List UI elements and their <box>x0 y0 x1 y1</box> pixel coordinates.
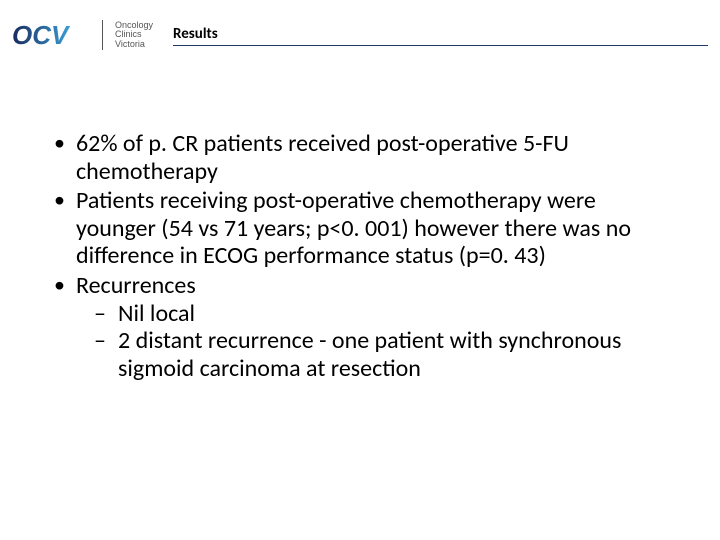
title-underline <box>173 45 708 46</box>
logo-divider <box>102 20 103 50</box>
slide-header: OCV Oncology Clinics Victoria Results <box>12 10 708 60</box>
bullet-text: Patients receiving post-operative chemot… <box>76 186 631 270</box>
bullet-text: Recurrences <box>76 271 196 300</box>
sub-bullet-text: 2 distant recurrence - one patient with … <box>118 326 621 383</box>
slide: OCV Oncology Clinics Victoria Results 62… <box>0 0 720 540</box>
bullet-item: 62% of p. CR patients received post-oper… <box>48 130 680 185</box>
bullet-list: 62% of p. CR patients received post-oper… <box>48 130 680 382</box>
sub-bullet-text: Nil local <box>118 299 195 328</box>
logo-letters: OCV <box>12 20 71 50</box>
logo-tagline-line3: Victoria <box>115 39 145 49</box>
bullet-text: 62% of p. CR patients received post-oper… <box>76 129 569 186</box>
title-block: Results <box>173 25 708 46</box>
bullet-item: Patients receiving post-operative chemot… <box>48 187 680 270</box>
bullet-item: Recurrences Nil local 2 distant recurren… <box>48 272 680 382</box>
logo-mark-icon: OCV <box>12 19 90 51</box>
sub-bullet-item: Nil local <box>90 300 680 328</box>
logo-tagline: Oncology Clinics Victoria <box>115 21 153 49</box>
slide-title: Results <box>173 25 708 45</box>
sub-bullet-item: 2 distant recurrence - one patient with … <box>90 327 680 382</box>
logo: OCV Oncology Clinics Victoria <box>12 19 153 51</box>
slide-body: 62% of p. CR patients received post-oper… <box>48 130 680 384</box>
sub-bullet-list: Nil local 2 distant recurrence - one pat… <box>76 300 680 383</box>
